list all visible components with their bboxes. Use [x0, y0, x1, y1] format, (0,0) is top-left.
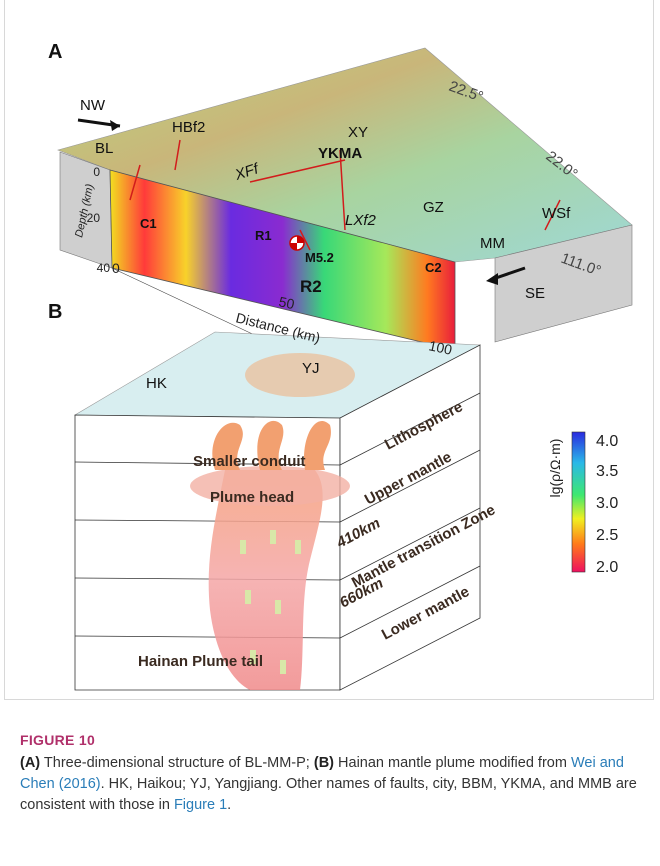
panel-label: B: [48, 301, 62, 323]
city-label: BL: [95, 140, 113, 157]
colorbar-tick: 2.0: [596, 559, 618, 576]
distance-tick: 0: [112, 260, 120, 276]
depth-tick: 0: [93, 165, 100, 179]
flow-arrow: [280, 660, 286, 674]
flow-arrow: [270, 530, 276, 544]
colorbar-tick: 4.0: [596, 433, 618, 450]
caption: FIGURE 10 (A) Three-dimensional structur…: [20, 730, 640, 816]
colorbar-tick: 3.0: [596, 495, 618, 512]
fault-label: HBf2: [172, 119, 205, 136]
colorbar: [572, 432, 585, 572]
figure-link[interactable]: Figure 1: [174, 797, 227, 813]
caption-text: .: [227, 797, 231, 813]
arrow-head: [110, 120, 120, 131]
anomaly-label: R2: [300, 277, 322, 296]
flow-arrow: [295, 540, 301, 554]
anomaly-label: R1: [255, 228, 272, 243]
plume-label: Plume head: [210, 489, 294, 506]
colorbar-label: lg(ρ/Ω·m): [547, 439, 563, 498]
caption-part-label: (B): [314, 755, 334, 771]
city-label: MM: [480, 235, 505, 252]
direction-label: NW: [80, 97, 106, 114]
earthquake-label: M5.2: [305, 250, 334, 265]
city-label: GZ: [423, 199, 444, 216]
fault-label: YKMA: [318, 145, 362, 162]
anomaly-label: C1: [140, 216, 157, 231]
page: {"figure": { "panel_a": {"label": "A", "…: [0, 0, 660, 866]
flow-arrow: [245, 590, 251, 604]
fault-label: WSf: [542, 205, 571, 222]
flow-arrow: [275, 600, 281, 614]
plume-label: Smaller conduit: [193, 453, 306, 470]
colorbar-tick: 3.5: [596, 463, 618, 480]
colorbar-tick: 2.5: [596, 527, 618, 544]
plume-label: Hainan Plume tail: [138, 653, 263, 670]
figure-number: FIGURE 10: [20, 730, 640, 751]
city-label: HK: [146, 375, 167, 392]
figure-image: A B NW SE HBf2 BL XY XFf YKMA GZ WSf MM …: [0, 0, 660, 700]
plume-outline: [245, 353, 355, 397]
flow-arrow: [240, 540, 246, 554]
city-label: XY: [348, 124, 368, 141]
caption-text: Hainan mantle plume modified from: [334, 755, 571, 771]
anomaly-label: C2: [425, 260, 442, 275]
panel-label: A: [48, 41, 62, 63]
caption-part-label: (A): [20, 755, 40, 771]
arrow-head: [486, 273, 498, 285]
caption-text: . HK, Haikou; YJ, Yangjiang. Other names…: [20, 776, 637, 813]
direction-label: SE: [525, 285, 545, 302]
city-label: YJ: [302, 360, 320, 377]
depth-tick: 40: [97, 261, 111, 275]
fault-label: LXf2: [345, 212, 377, 229]
caption-text: Three-dimensional structure of BL-MM-P;: [40, 755, 314, 771]
